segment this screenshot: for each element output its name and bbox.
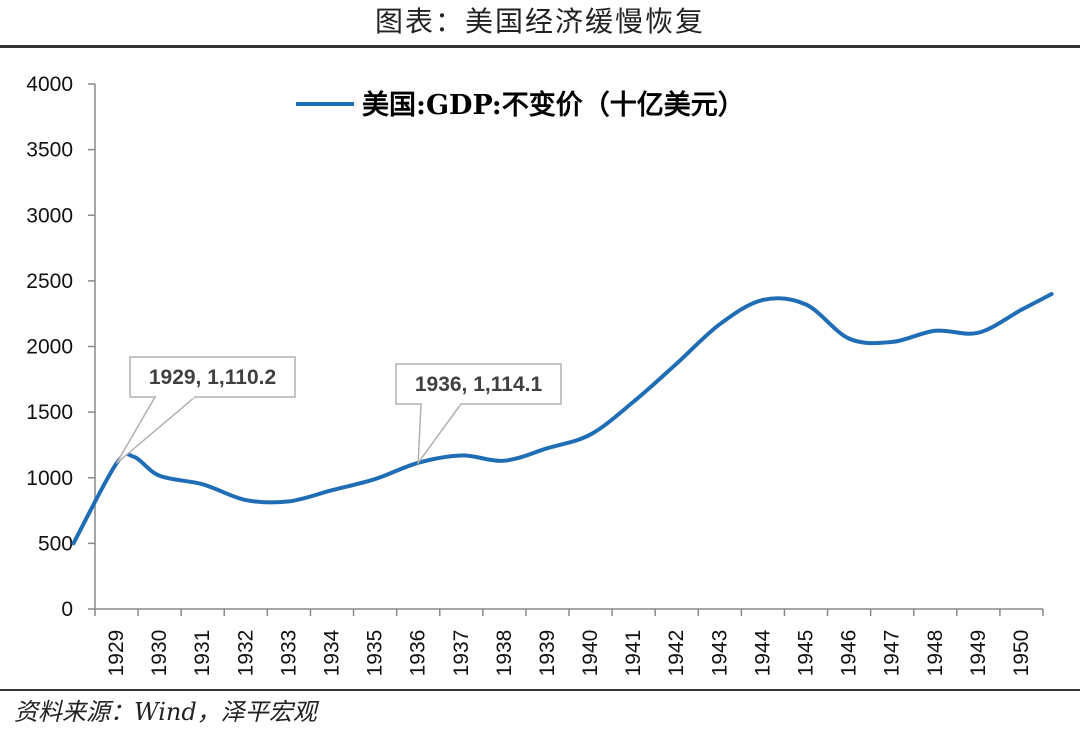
x-tick-label: 1950: [1010, 630, 1033, 677]
x-tick-label: 1941: [622, 630, 645, 677]
x-tick-label: 1935: [364, 630, 387, 677]
y-tick-label: 4000: [26, 73, 73, 96]
callout-box: [395, 363, 562, 405]
callout-label: 1936, 1,114.1: [415, 373, 543, 396]
y-tick-label: 3000: [26, 204, 73, 227]
y-ticks: 0 500 1000 1500 2000 2500 3000 3500 4000: [26, 73, 95, 621]
x-tick-label: 1945: [795, 630, 818, 677]
legend-label: 美国:GDP:不变价（十亿美元）: [362, 89, 745, 121]
y-tick-label: 1000: [26, 467, 73, 490]
x-tick-label: 1931: [191, 630, 214, 677]
x-tick-label: 1949: [967, 630, 990, 677]
x-tick-label: 1948: [924, 630, 947, 677]
x-tick-label: 1936: [407, 630, 430, 677]
x-tick-label: 1939: [536, 630, 559, 677]
gdp-series-line: [71, 292, 1054, 546]
x-tick-label: 1937: [450, 630, 473, 677]
x-tick-label: 1934: [321, 629, 344, 676]
source-note: 资料来源：Wind，泽平宏观: [14, 698, 317, 726]
x-tick-label: 1946: [838, 630, 861, 677]
legend: 美国:GDP:不变价（十亿美元）: [296, 89, 745, 121]
x-tick-label: 1932: [234, 630, 257, 677]
y-tick-label: 2500: [26, 270, 73, 293]
x-tick-label: 1947: [881, 630, 904, 677]
y-tick-label: 1500: [26, 401, 73, 424]
x-tick-label: 1944: [751, 629, 774, 676]
series-layer: [71, 292, 1054, 546]
x-tick-label: 1942: [665, 630, 688, 677]
x-tick-label: 1933: [277, 630, 300, 677]
y-tick-label: 500: [38, 532, 73, 555]
x-tick-label: 1938: [493, 630, 516, 677]
x-tick-label: 1943: [708, 630, 731, 677]
y-tick-label: 3500: [26, 139, 73, 162]
axes: [94, 84, 1043, 610]
gdp-line-chart: 0 500 1000 1500 2000 2500 3000 3500 4000 1929 193…: [26, 73, 1054, 677]
callouts: 1929, 1,110.2 1936, 1,114.1: [115, 356, 562, 466]
bottom-rule: [0, 689, 1080, 691]
x-ticks: 1929 1930 1931 1932 1933 1934 1935 1936 1937 1938…: [94, 609, 1044, 677]
top-rule: [0, 45, 1080, 48]
y-tick-label: 0: [61, 598, 73, 621]
callout-pointer: [115, 396, 198, 464]
x-tick-label: 1929: [105, 630, 128, 677]
x-tick-label: 1930: [148, 630, 171, 677]
page-title: 图表：美国经济缓慢恢复: [374, 5, 705, 38]
callout-box: [129, 356, 296, 398]
callout-label: 1929, 1,110.2: [149, 366, 276, 389]
y-tick-label: 2000: [26, 336, 73, 359]
x-tick-label: 1940: [579, 630, 602, 677]
